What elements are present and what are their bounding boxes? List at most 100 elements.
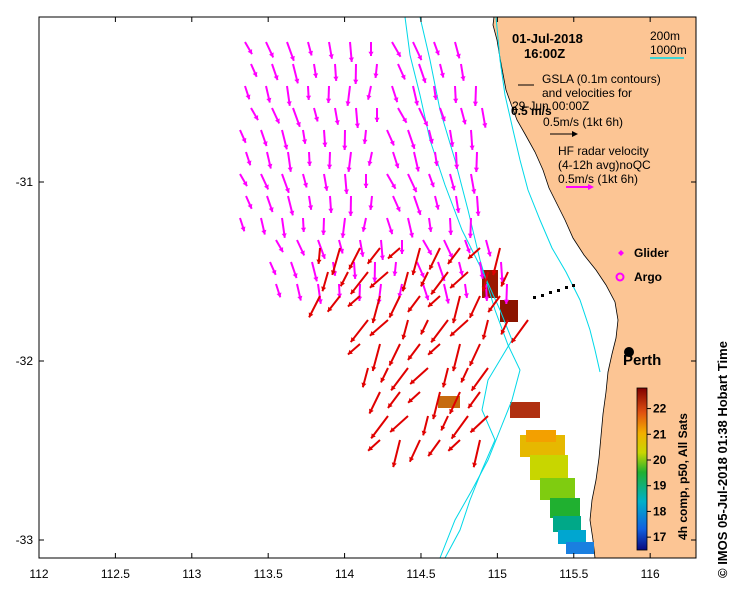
x-tick-label: 112 bbox=[29, 567, 48, 581]
hf-arrow-head bbox=[346, 167, 352, 172]
hf-arrow-head bbox=[292, 273, 298, 279]
hf-arrow-head bbox=[297, 295, 303, 301]
gsla-arrow-head bbox=[428, 301, 434, 307]
gsla-arrow-head bbox=[361, 382, 367, 388]
hf-arrow-head bbox=[359, 252, 365, 257]
gsla-arrow-head bbox=[371, 318, 377, 324]
gsla-arrow-head bbox=[431, 289, 436, 295]
gsla-arrow-head bbox=[472, 462, 478, 468]
gsla-scale-arrow-head-icon bbox=[572, 131, 578, 137]
hf-arrow-head bbox=[388, 229, 394, 235]
gsla-arrow bbox=[349, 271, 369, 295]
gsla-arrow-head bbox=[387, 253, 393, 259]
gsla-arrow-head bbox=[350, 289, 356, 295]
gsla-arrow-head bbox=[449, 408, 455, 414]
hf-arrow-head bbox=[368, 51, 374, 56]
hf-arrow-head bbox=[334, 120, 340, 125]
gsla-arrow-head bbox=[451, 318, 457, 324]
hf-arrow-head bbox=[417, 55, 422, 61]
gsla-arrow bbox=[392, 439, 401, 468]
x-tick-label: 114 bbox=[335, 567, 354, 581]
hf-arrow-head bbox=[379, 255, 385, 260]
hf-arrow-head bbox=[348, 211, 354, 216]
hf-arrow-head bbox=[246, 160, 252, 166]
plot-frame bbox=[38, 16, 697, 559]
gsla-arrow-head bbox=[481, 286, 487, 292]
hf-arrow-head bbox=[389, 140, 395, 146]
hf-arrow-head bbox=[262, 141, 268, 147]
gsla-arrow-head bbox=[389, 360, 394, 366]
hf-arrow-head bbox=[266, 97, 272, 103]
gsla-arrow-head bbox=[420, 281, 426, 287]
hf-arrow-head bbox=[400, 74, 406, 80]
gsla-arrow-head bbox=[350, 337, 356, 343]
gsla-arrow-head bbox=[369, 408, 374, 414]
gsla-arrow-head bbox=[387, 402, 393, 408]
hf-arrow-head bbox=[269, 52, 274, 58]
gsla-arrow-head bbox=[441, 382, 447, 388]
hf-arrow-head bbox=[409, 232, 415, 238]
gsla-arrow-head bbox=[321, 286, 327, 292]
gsla-arrow-head bbox=[411, 270, 417, 276]
hf-arrow-head bbox=[301, 139, 308, 144]
gsla-arrow bbox=[430, 319, 449, 343]
hf-arrow-head bbox=[416, 210, 422, 215]
hf-arrow-head bbox=[465, 248, 471, 254]
hf-arrow-head bbox=[303, 182, 309, 188]
gsla-arrow-head bbox=[371, 366, 377, 372]
hf-arrow-head bbox=[306, 161, 313, 166]
gsla-arrow bbox=[450, 415, 469, 440]
hf-arrow-head bbox=[289, 55, 295, 61]
gsla-arrow bbox=[452, 343, 461, 372]
hf-arrow-head bbox=[294, 78, 300, 84]
hf-arrow-head bbox=[247, 203, 253, 209]
gsla-arrow bbox=[371, 295, 381, 324]
gsla-arrow-head bbox=[316, 259, 322, 264]
hf-arrow-head bbox=[433, 161, 439, 166]
gsla-arrow bbox=[370, 415, 389, 439]
gsla-arrow-head bbox=[500, 281, 506, 287]
gsla-arrow bbox=[331, 247, 341, 276]
hf-arrow-head bbox=[353, 79, 359, 84]
hf-arrow-head bbox=[410, 144, 416, 149]
colorbar-label: 4h comp, p50, All Sats bbox=[676, 413, 690, 540]
hf-arrow-head bbox=[467, 233, 474, 238]
hf-arrow-head bbox=[300, 227, 307, 232]
hf-arrow-head bbox=[312, 73, 319, 78]
hf-arrow-head bbox=[374, 117, 380, 122]
gsla-arrow-head bbox=[451, 433, 457, 439]
hf-arrow-head bbox=[305, 95, 312, 100]
hf-arrow-head bbox=[247, 49, 253, 55]
gsla-arrow-head bbox=[448, 446, 454, 451]
hf-arrow-head bbox=[372, 277, 378, 282]
gsla-arrow-head bbox=[440, 425, 446, 431]
hf-arrow-head bbox=[450, 185, 456, 191]
gsla-arrow-head bbox=[511, 337, 517, 343]
hf-arrow-head bbox=[317, 299, 323, 304]
map-time: 16:00Z bbox=[524, 46, 565, 61]
hf-arrow-head bbox=[240, 226, 246, 232]
hf-arrow-head bbox=[479, 274, 485, 279]
gsla-legend-line3: 29-Jun 00:00Z bbox=[512, 99, 589, 113]
hf-arrow-head bbox=[314, 116, 320, 122]
gsla-arrow bbox=[390, 367, 409, 391]
hf-arrow-head bbox=[352, 274, 358, 279]
gsla-arrow-head bbox=[390, 427, 396, 433]
hf-arrow-head bbox=[486, 251, 492, 257]
gsla-arrow-head bbox=[428, 451, 433, 457]
gsla-arrow-head bbox=[450, 283, 456, 289]
gsla-arrow-head bbox=[409, 456, 415, 462]
gsla-arrow-head bbox=[348, 264, 354, 270]
gsla-arrow-head bbox=[369, 282, 375, 288]
hf-arrow-head bbox=[499, 277, 505, 282]
gsla-arrow bbox=[411, 247, 421, 276]
gsla-arrow-head bbox=[369, 330, 375, 336]
hf-arrow-head bbox=[323, 186, 329, 191]
hf-arrow-head bbox=[287, 167, 293, 172]
hf-arrow-head bbox=[419, 272, 425, 278]
hf-arrow-head bbox=[454, 164, 460, 169]
hf-arrow-head bbox=[412, 187, 417, 193]
hf-arrow-head bbox=[503, 299, 510, 304]
hf-arrow-head bbox=[394, 163, 400, 169]
